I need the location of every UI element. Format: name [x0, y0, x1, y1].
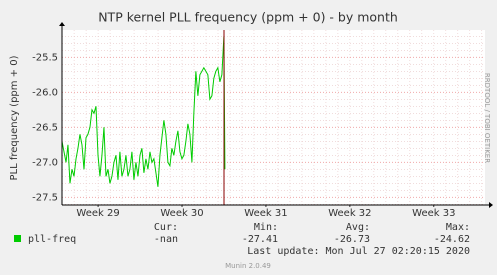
- x-tick-label: Week 29: [76, 208, 119, 219]
- y-axis-arrow: [59, 22, 65, 26]
- stat-header: Cur:: [154, 222, 178, 233]
- x-axis-arrow: [489, 202, 493, 208]
- stat-value: -26.73: [334, 234, 370, 245]
- data-line: [61, 36, 226, 187]
- stat-header: Max:: [446, 222, 470, 233]
- plot-area: [62, 30, 485, 205]
- y-tick-label: -25.5: [32, 52, 58, 63]
- y-tick-label: -26.0: [32, 87, 58, 98]
- grid: -25.5 -26.0 -26.5 -27.0 -27.5 Week 29 Week 30 W…: [32, 30, 485, 219]
- legend-swatch: [14, 235, 21, 242]
- x-tick-label: Week 30: [160, 208, 203, 219]
- watermark: RRDTOOL / TOBI OETIKER: [483, 73, 491, 163]
- last-update: Last update: Mon Jul 27 02:20:15 2020: [247, 246, 470, 257]
- legend-label: pll-freq: [28, 234, 76, 245]
- x-tick-label: Week 31: [244, 208, 287, 219]
- marks: [61, 36, 226, 187]
- stat-header: Avg:: [346, 222, 370, 233]
- footer: Munin 2.0.49: [225, 262, 271, 270]
- stat-value: -nan: [154, 234, 178, 245]
- x-tick-label: Week 33: [412, 208, 455, 219]
- y-axis-label: PLL frequency (ppm + 0): [9, 55, 20, 180]
- y-tick-label: -27.5: [32, 192, 58, 203]
- stat-value: -24.62: [434, 234, 470, 245]
- y-tick-label: -27.0: [32, 157, 58, 168]
- stat-header: Min:: [254, 222, 278, 233]
- stat-value: -27.41: [242, 234, 278, 245]
- x-tick-label: Week 32: [328, 208, 371, 219]
- y-tick-label: -26.5: [32, 122, 58, 133]
- chart-title: NTP kernel PLL frequency (ppm + 0) - by …: [98, 10, 398, 25]
